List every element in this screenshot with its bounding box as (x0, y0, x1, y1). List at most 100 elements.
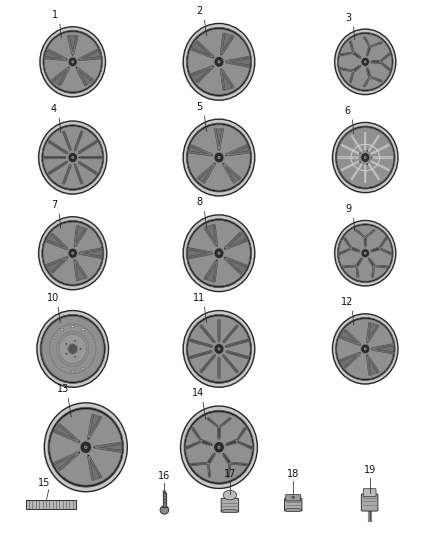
Polygon shape (218, 427, 220, 438)
Polygon shape (226, 145, 247, 155)
Polygon shape (364, 37, 370, 47)
Polygon shape (369, 77, 382, 82)
Ellipse shape (51, 348, 53, 350)
Polygon shape (353, 66, 360, 72)
Polygon shape (380, 53, 391, 62)
Ellipse shape (50, 409, 122, 485)
Polygon shape (54, 431, 78, 442)
Polygon shape (80, 157, 102, 158)
Polygon shape (207, 418, 219, 427)
Ellipse shape (68, 152, 78, 163)
Polygon shape (45, 50, 66, 60)
Ellipse shape (74, 150, 76, 151)
Polygon shape (88, 457, 93, 480)
Polygon shape (225, 258, 241, 274)
Polygon shape (338, 157, 358, 158)
Polygon shape (339, 353, 360, 361)
Bar (26, 500, 76, 509)
Polygon shape (221, 33, 225, 54)
Ellipse shape (78, 441, 80, 443)
Polygon shape (339, 68, 354, 71)
Ellipse shape (212, 154, 213, 156)
Polygon shape (200, 356, 215, 373)
Text: 11: 11 (193, 293, 205, 303)
Ellipse shape (82, 367, 85, 369)
Polygon shape (356, 265, 359, 277)
Ellipse shape (82, 329, 85, 330)
Polygon shape (368, 164, 379, 180)
Polygon shape (340, 353, 360, 368)
Ellipse shape (188, 29, 250, 94)
Ellipse shape (367, 342, 368, 343)
Polygon shape (74, 131, 83, 150)
Polygon shape (237, 427, 246, 442)
Ellipse shape (218, 156, 220, 159)
Ellipse shape (180, 406, 258, 488)
Polygon shape (344, 237, 352, 249)
Polygon shape (45, 57, 66, 60)
Text: 2: 2 (196, 6, 202, 16)
Polygon shape (88, 456, 102, 478)
Polygon shape (227, 440, 237, 446)
Polygon shape (218, 320, 220, 341)
Ellipse shape (88, 455, 89, 457)
Polygon shape (67, 36, 73, 54)
Ellipse shape (216, 245, 218, 247)
Ellipse shape (88, 438, 89, 440)
Polygon shape (204, 164, 215, 183)
Polygon shape (227, 58, 250, 66)
Polygon shape (215, 129, 223, 149)
Text: 17: 17 (224, 469, 236, 479)
Ellipse shape (79, 253, 80, 254)
Ellipse shape (212, 56, 214, 58)
Ellipse shape (359, 152, 361, 154)
Ellipse shape (74, 340, 76, 342)
Polygon shape (74, 261, 78, 280)
Text: 8: 8 (196, 197, 202, 207)
Polygon shape (342, 144, 359, 154)
Ellipse shape (218, 446, 220, 448)
Ellipse shape (218, 438, 220, 440)
Polygon shape (52, 68, 69, 81)
Ellipse shape (67, 248, 68, 250)
Ellipse shape (53, 337, 56, 338)
Ellipse shape (367, 150, 368, 151)
Ellipse shape (361, 57, 370, 67)
Polygon shape (223, 164, 234, 183)
Polygon shape (339, 336, 360, 345)
Polygon shape (54, 424, 79, 442)
Polygon shape (88, 415, 101, 438)
Polygon shape (53, 68, 69, 85)
Ellipse shape (212, 346, 213, 348)
Polygon shape (342, 161, 359, 171)
Polygon shape (95, 447, 122, 452)
Ellipse shape (44, 403, 127, 491)
Ellipse shape (43, 30, 102, 93)
Ellipse shape (85, 446, 87, 449)
Ellipse shape (53, 359, 56, 361)
Text: 16: 16 (158, 471, 170, 481)
Polygon shape (46, 257, 67, 266)
Polygon shape (356, 259, 362, 266)
Polygon shape (191, 66, 213, 76)
Polygon shape (367, 356, 378, 375)
Polygon shape (75, 229, 87, 246)
Polygon shape (224, 164, 240, 179)
Ellipse shape (336, 126, 395, 189)
Polygon shape (365, 165, 366, 182)
Ellipse shape (72, 61, 74, 63)
Polygon shape (351, 135, 362, 151)
Ellipse shape (360, 152, 370, 163)
Text: 3: 3 (346, 13, 352, 23)
Polygon shape (364, 238, 366, 246)
Text: 10: 10 (47, 293, 59, 303)
Ellipse shape (74, 356, 76, 358)
Ellipse shape (72, 156, 74, 159)
Ellipse shape (367, 164, 368, 165)
Ellipse shape (187, 219, 251, 288)
Ellipse shape (39, 121, 107, 194)
Polygon shape (79, 49, 99, 60)
Ellipse shape (183, 119, 255, 196)
Polygon shape (47, 49, 66, 60)
FancyBboxPatch shape (285, 498, 302, 511)
